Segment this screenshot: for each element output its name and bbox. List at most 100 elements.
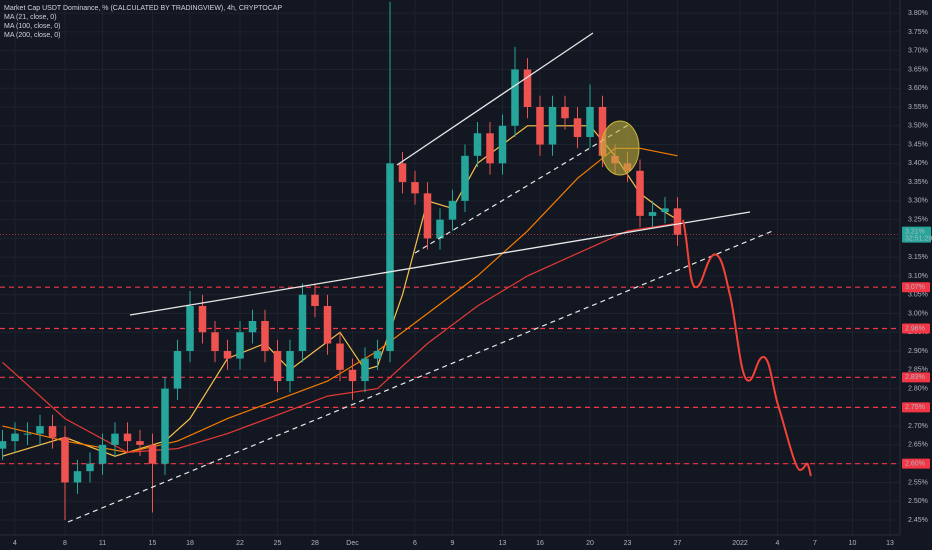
- y-tick-label: 3.65%: [908, 66, 928, 73]
- x-tick-label: 8: [63, 540, 67, 547]
- candle-body: [473, 133, 482, 156]
- y-tick-label: 3.05%: [908, 292, 928, 299]
- candle-body: [248, 321, 257, 333]
- grid: [0, 0, 900, 535]
- highlight-circle: [600, 120, 640, 176]
- candle-body: [111, 433, 119, 445]
- x-tick-label: 27: [674, 540, 682, 547]
- y-tick-label: 2.80%: [908, 385, 928, 392]
- candle-body: [561, 107, 569, 119]
- candle-body: [661, 208, 669, 213]
- x-tick-label: 25: [274, 540, 282, 547]
- x-tick-label: Dec: [346, 540, 359, 547]
- candle-body: [461, 155, 469, 201]
- level-label-box: [902, 323, 930, 334]
- level-label-box: [902, 458, 930, 469]
- candle-body: [198, 305, 207, 333]
- candle-body: [411, 182, 419, 194]
- x-tick-label: 9: [451, 540, 455, 547]
- candle-body: [223, 351, 232, 359]
- candle-body: [536, 107, 544, 145]
- candle-body: [148, 444, 157, 464]
- candle-body: [436, 219, 444, 239]
- x-tick-label: 20: [586, 540, 594, 547]
- price-axis: [900, 0, 932, 550]
- trendline-dashed: [67, 229, 776, 523]
- y-tick-label: 3.10%: [908, 273, 928, 280]
- y-tick-label: 3.80%: [908, 10, 928, 17]
- candle-body: [61, 437, 69, 483]
- candle-body: [261, 321, 269, 352]
- x-tick-label: 28: [311, 540, 319, 547]
- y-tick-label: 3.15%: [908, 254, 928, 261]
- x-tick-label: 11: [99, 540, 106, 547]
- y-tick-label: 3.35%: [908, 179, 928, 186]
- candle-body: [673, 208, 682, 235]
- candle-body: [486, 133, 494, 164]
- x-tick-label: 7: [813, 540, 817, 547]
- candle-body: [48, 426, 57, 438]
- candle-body: [423, 193, 432, 239]
- x-tick-label: 2022: [732, 540, 748, 547]
- candle-body: [323, 305, 332, 344]
- countdown-label: 32:51:29: [905, 235, 932, 242]
- level-label: 2.96%: [905, 325, 925, 332]
- candle-body: [523, 69, 532, 107]
- level-label-box: [902, 402, 930, 413]
- y-tick-label: 3.00%: [908, 310, 928, 317]
- candle-body: [36, 426, 44, 434]
- candle-body: [298, 294, 307, 352]
- x-tick-label: 16: [536, 540, 544, 547]
- y-tick-label: 3.45%: [908, 141, 928, 148]
- current-price-label: 3.21%: [905, 228, 925, 235]
- y-tick-label: 3.30%: [908, 198, 928, 205]
- candle-body: [98, 444, 107, 464]
- level-label: 2.60%: [905, 461, 925, 468]
- candle-body: [186, 305, 194, 352]
- candle-body: [336, 343, 344, 370]
- x-tick-label: 6: [413, 540, 417, 547]
- trendline: [129, 211, 751, 316]
- candle-body: [573, 118, 582, 138]
- candle-body: [548, 107, 557, 145]
- candle-body: [23, 433, 32, 435]
- candle-body: [311, 294, 319, 306]
- candle-body: [123, 433, 132, 442]
- x-tick-label: 22: [236, 540, 244, 547]
- trendline: [396, 32, 594, 166]
- candle-body: [86, 463, 94, 472]
- x-tick-label: 13: [886, 540, 894, 547]
- chart-title: Market Cap USDT Dominance, % (CALCULATED…: [4, 5, 282, 12]
- drawings: [67, 32, 812, 523]
- x-tick-label: 13: [499, 540, 507, 547]
- x-tick-label: 23: [624, 540, 632, 547]
- candle-body: [236, 332, 244, 359]
- candle-body: [586, 107, 594, 138]
- y-tick-label: 2.90%: [908, 348, 928, 355]
- y-tick-label: 2.45%: [908, 517, 928, 524]
- candle-body: [348, 369, 357, 382]
- y-tick-label: 3.55%: [908, 104, 928, 111]
- candle-body: [211, 332, 219, 352]
- y-tick-label: 3.60%: [908, 85, 928, 92]
- y-tick-label: 2.50%: [908, 498, 928, 505]
- candle-body: [398, 163, 407, 183]
- levels: [0, 286, 900, 465]
- candle-body: [273, 351, 282, 382]
- y-tick-label: 2.65%: [908, 442, 928, 449]
- x-tick-label: 4: [776, 540, 780, 547]
- y-tick-label: 3.50%: [908, 123, 928, 130]
- y-tick-label: 3.25%: [908, 216, 928, 223]
- level-label-box: [902, 372, 930, 383]
- level-label: 3.07%: [905, 284, 925, 291]
- x-tick-label: 10: [849, 540, 857, 547]
- y-tick-label: 3.75%: [908, 29, 928, 36]
- indicator-label: MA (100, close, 0): [4, 23, 60, 30]
- candle-body: [598, 107, 607, 156]
- candle-body: [386, 163, 394, 352]
- candle-body: [511, 69, 519, 126]
- candle-body: [361, 358, 369, 382]
- candle-body: [498, 125, 507, 164]
